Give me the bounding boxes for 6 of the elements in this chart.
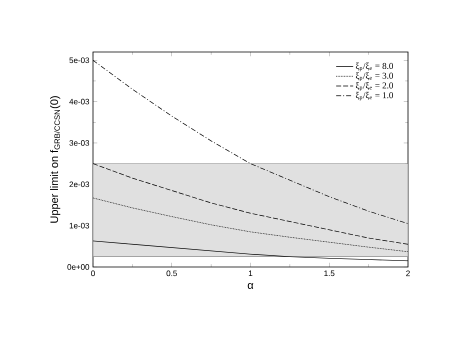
legend-label: ξ$_{p}$/ξ$_{e}$ = 3.0	[356, 72, 394, 81]
legend-label: ξ$_{p}$/ξ$_{e}$ = 2.0	[356, 82, 394, 91]
legend-label: ξ$_{p}$/ξ$_{e}$ = 8.0	[356, 62, 394, 72]
legend-label: ξ$_{p}$/ξ$_{e}$ = 1.0	[356, 92, 394, 100]
y-axis-title: Upper limit on f$_{GRB/CCSN}$(0)	[50, 96, 60, 223]
x-axis-title: α	[248, 283, 254, 290]
